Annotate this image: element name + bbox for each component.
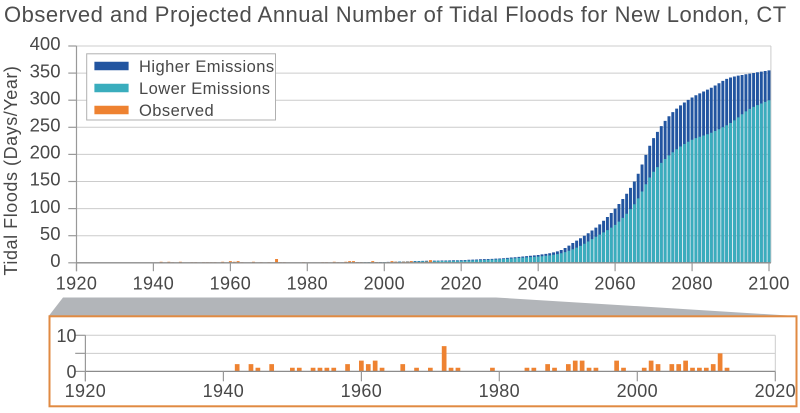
svg-text:Observed: Observed xyxy=(139,102,214,120)
svg-text:2000: 2000 xyxy=(617,381,658,401)
svg-text:1960: 1960 xyxy=(210,274,251,294)
svg-text:2020: 2020 xyxy=(440,274,481,294)
svg-text:1940: 1940 xyxy=(203,381,244,401)
svg-text:10: 10 xyxy=(56,326,76,346)
svg-text:50: 50 xyxy=(40,223,61,244)
svg-text:2080: 2080 xyxy=(671,274,712,294)
svg-text:100: 100 xyxy=(30,196,61,217)
svg-text:2060: 2060 xyxy=(594,274,635,294)
svg-text:Higher Emissions: Higher Emissions xyxy=(139,58,275,76)
svg-text:400: 400 xyxy=(30,33,61,54)
svg-text:1920: 1920 xyxy=(65,381,106,401)
svg-text:Lower Emissions: Lower Emissions xyxy=(139,80,270,98)
svg-text:Tidal Floods (Days/Year): Tidal Floods (Days/Year) xyxy=(1,66,21,276)
svg-text:200: 200 xyxy=(30,142,61,163)
svg-text:1960: 1960 xyxy=(341,381,382,401)
svg-text:1940: 1940 xyxy=(133,274,174,294)
svg-text:300: 300 xyxy=(30,87,61,108)
svg-text:0: 0 xyxy=(50,250,60,271)
svg-text:2020: 2020 xyxy=(755,381,796,401)
svg-text:1980: 1980 xyxy=(287,274,328,294)
svg-text:1980: 1980 xyxy=(479,381,520,401)
svg-text:350: 350 xyxy=(30,60,61,81)
svg-text:2040: 2040 xyxy=(517,274,558,294)
svg-text:250: 250 xyxy=(30,115,61,136)
svg-text:2100: 2100 xyxy=(748,274,789,294)
svg-text:150: 150 xyxy=(30,169,61,190)
svg-text:0: 0 xyxy=(66,362,76,382)
svg-text:Observed and Projected Annual: Observed and Projected Annual Number of … xyxy=(4,2,787,27)
svg-text:2000: 2000 xyxy=(364,274,405,294)
svg-text:1920: 1920 xyxy=(56,274,97,294)
